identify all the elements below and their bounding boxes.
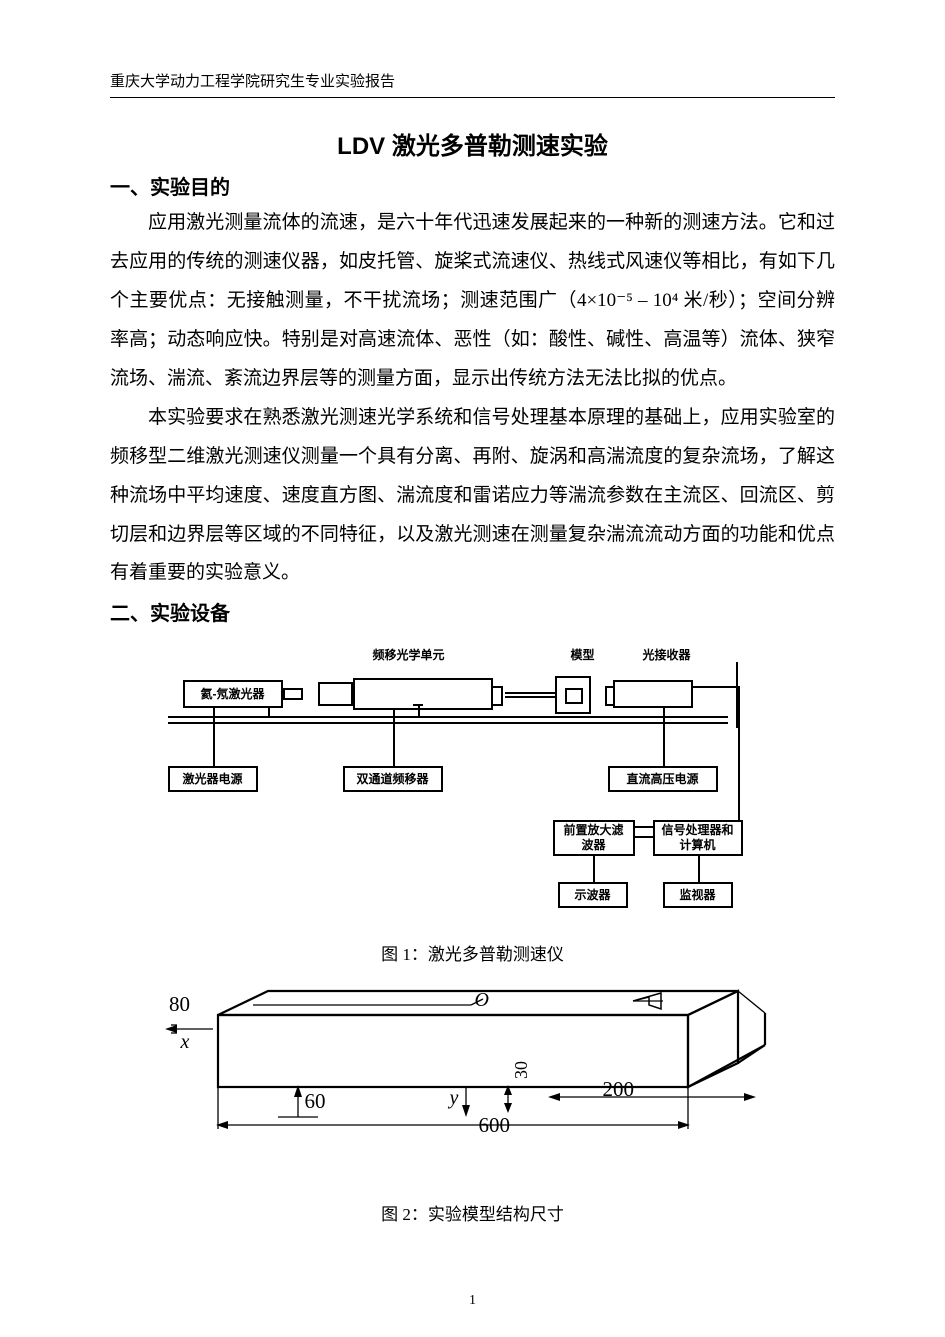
page-title: LDV 激光多普勒测速实验: [110, 126, 835, 161]
figure-2-diagram: 80 x y O: [153, 985, 793, 1160]
axis-y-label: y: [450, 1087, 459, 1110]
svg-text:80: 80: [169, 992, 190, 1016]
box-scope: 示波器: [558, 882, 628, 908]
box-monitor: 监视器: [663, 882, 733, 908]
box-hv-supply: 直流高压电源: [608, 766, 718, 792]
dim-200: 200: [603, 1077, 635, 1102]
running-head: 重庆大学动力工程学院研究生专业实验报告: [110, 70, 835, 91]
dim-600: 600: [479, 1113, 511, 1138]
dim-30: 30: [511, 1061, 532, 1079]
axis-x-label: x: [181, 1031, 190, 1054]
origin-label: O: [475, 989, 489, 1012]
label-receiver: 光接收器: [643, 646, 691, 663]
box-preamp: 前置放大滤波器: [553, 820, 635, 856]
label-freq-optical: 频移光学单元: [373, 646, 445, 663]
box-processor: 信号处理器和计算机: [653, 820, 743, 856]
box-dual-freq: 双通道频移器: [343, 766, 443, 792]
dim-60: 60: [305, 1089, 326, 1114]
section-2-head: 二、实验设备: [110, 597, 835, 626]
paragraph-1: 应用激光测量流体的流速，是六十年代迅速发展起来的一种新的测速方法。它和过去应用的…: [110, 204, 835, 399]
label-model: 模型: [571, 646, 595, 663]
paragraph-2: 本实验要求在熟悉激光测速光学系统和信号处理基本原理的基础上，应用实验室的频移型二…: [110, 399, 835, 594]
figure-1-diagram: 频移光学单元 模型 光接收器 氦-氖激光器: [153, 646, 793, 926]
box-laser-ps: 激光器电源: [168, 766, 258, 792]
figure-1-caption: 图 1：激光多普勒测速仪: [110, 940, 835, 965]
header-rule: [110, 97, 835, 98]
section-1-head: 一、实验目的: [110, 171, 835, 200]
page-number: 1: [0, 1293, 945, 1309]
figure-2-caption: 图 2：实验模型结构尺寸: [110, 1200, 835, 1225]
